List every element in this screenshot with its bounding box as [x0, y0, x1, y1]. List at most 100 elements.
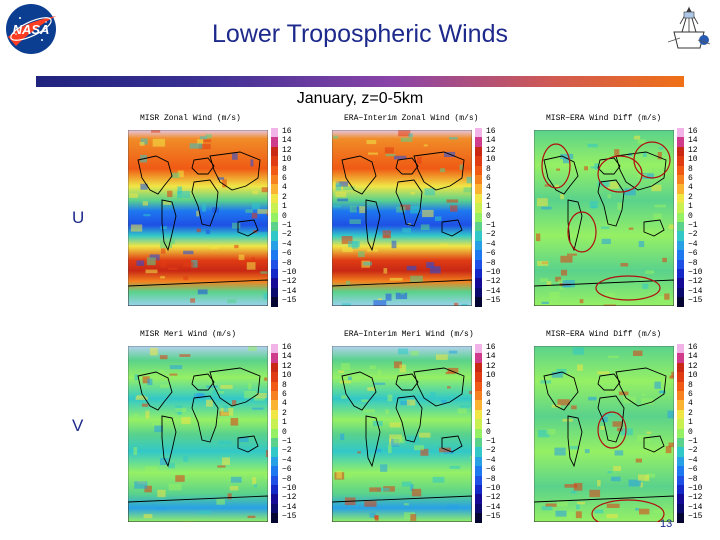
wind-texture: [671, 371, 674, 378]
wind-texture: [579, 299, 584, 304]
coastline: [597, 179, 625, 227]
colorbar-label: 10: [688, 371, 698, 381]
wind-texture: [358, 251, 365, 258]
colorbar-swatch: [271, 156, 278, 167]
colorbar-label: −14: [688, 286, 703, 296]
wind-texture: [540, 165, 549, 172]
wind-texture: [210, 246, 218, 249]
colorbar-label: 16: [688, 127, 698, 136]
colorbar-swatch: [271, 259, 278, 270]
coastline: [128, 495, 268, 522]
wind-texture: [145, 410, 150, 419]
wind-texture: [654, 204, 666, 208]
colorbar-label: −12: [688, 493, 703, 503]
wind-texture: [571, 405, 577, 410]
colorbar-label: 0: [688, 427, 693, 437]
wind-texture: [341, 363, 351, 371]
colorbar-swatch: [271, 400, 278, 411]
wind-texture: [429, 266, 441, 274]
wind-texture: [653, 509, 667, 514]
coastline: [643, 219, 665, 237]
wind-texture: [566, 511, 575, 519]
wind-texture: [540, 278, 548, 282]
wind-texture: [177, 186, 182, 194]
wind-texture: [134, 413, 138, 418]
wind-texture: [239, 436, 249, 442]
wind-texture: [212, 207, 219, 213]
wind-texture: [385, 409, 389, 415]
coastline: [395, 395, 423, 443]
colorbar-label: 14: [688, 352, 698, 362]
colorbar-label: −14: [282, 286, 297, 296]
wind-field: [128, 346, 268, 522]
colorbar-swatch: [271, 231, 278, 242]
coastline: [365, 199, 381, 252]
wind-texture: [151, 130, 161, 133]
colorbar-swatch: [271, 391, 278, 401]
colorbar-label: −14: [282, 502, 297, 512]
colorbar-label: −6: [688, 465, 698, 475]
colorbar-swatch: [271, 240, 278, 251]
colorbar-label: 1: [688, 418, 693, 428]
wind-texture: [333, 205, 341, 208]
colorbar-swatch: [677, 137, 684, 148]
wind-texture: [560, 153, 574, 160]
wind-texture: [366, 139, 377, 145]
wind-texture: [144, 466, 158, 475]
colorbar-swatch: [271, 494, 278, 505]
colorbar-swatch: [475, 447, 482, 458]
colorbar-label: −6: [282, 465, 292, 475]
wind-texture: [639, 277, 649, 280]
wind-texture: [384, 147, 394, 154]
wind-texture: [196, 210, 200, 217]
coastline: [413, 151, 465, 191]
wind-texture: [613, 465, 621, 471]
colorbar-swatch: [271, 165, 278, 176]
coastline: [597, 373, 621, 391]
wind-texture: [584, 449, 590, 454]
colorbar-label: 12: [486, 361, 496, 371]
wind-texture: [218, 440, 232, 445]
wind-texture: [448, 350, 458, 354]
wind-texture: [378, 298, 382, 301]
colorbar-label: 2: [688, 408, 693, 418]
wind-texture: [222, 179, 227, 188]
wind-texture: [142, 376, 150, 384]
wind-texture: [376, 487, 390, 492]
wind-texture: [383, 268, 388, 274]
wind-texture: [575, 511, 582, 519]
wind-texture: [402, 291, 413, 294]
wind-texture: [463, 187, 472, 193]
colorbar-swatch: [677, 494, 684, 505]
colorbar-label: −2: [282, 230, 292, 240]
wind-texture: [598, 162, 607, 170]
wind-texture: [263, 293, 268, 300]
wind-texture: [217, 465, 226, 468]
coastline: [332, 279, 472, 306]
colorbar-label: −12: [688, 277, 703, 287]
wind-texture: [203, 139, 212, 143]
colorbar-label: 0: [486, 211, 491, 221]
wind-texture: [265, 450, 268, 457]
colorbar-label: 12: [486, 145, 496, 155]
wind-texture: [181, 417, 191, 425]
colorbar-swatch: [475, 231, 482, 242]
colorbar-swatch: [475, 156, 482, 167]
wind-texture: [152, 138, 166, 147]
colorbar-swatch: [677, 513, 684, 524]
wind-texture: [197, 289, 208, 295]
panel-title: MISR−ERA Wind Diff (m/s): [546, 330, 662, 339]
colorbar-swatch: [475, 287, 482, 298]
wind-texture: [601, 238, 611, 245]
wind-texture: [252, 203, 260, 210]
wind-texture: [541, 206, 552, 210]
wind-texture: [423, 144, 428, 147]
colorbar-swatch: [271, 128, 278, 138]
colorbar-swatch: [475, 128, 482, 138]
wind-texture: [635, 508, 639, 511]
wind-texture: [637, 139, 646, 144]
wind-texture: [140, 138, 148, 145]
wind-texture: [538, 430, 550, 438]
colorbar-label: −10: [688, 484, 703, 493]
colorbar-swatch: [271, 278, 278, 289]
